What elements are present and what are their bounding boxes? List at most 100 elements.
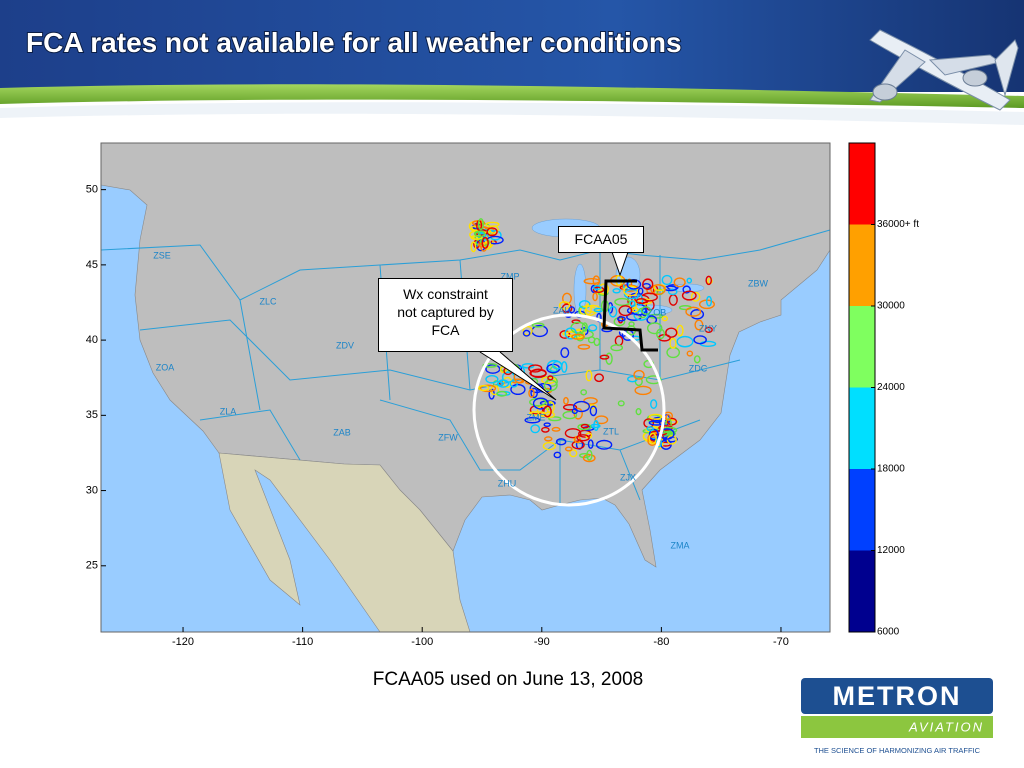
weather-cell: [551, 426, 561, 432]
weather-cell: [635, 407, 642, 416]
weather-cell: [681, 290, 697, 301]
weather-cell: [665, 413, 671, 421]
header-band: [0, 0, 1024, 92]
weather-cell: [646, 322, 663, 335]
weather-cell: [552, 360, 563, 370]
weather-cell: [571, 333, 585, 340]
weather-cell: [618, 305, 633, 317]
weather-cell: [572, 400, 591, 413]
center-label: ZDC: [689, 363, 708, 373]
header-wave: [0, 102, 1024, 125]
weather-cell: [586, 449, 593, 461]
y-tick-label: 25: [86, 560, 98, 572]
weather-cell: [599, 354, 610, 360]
colorbar-segment: [849, 143, 875, 225]
highlight-circle: [472, 313, 666, 507]
weather-cell: [592, 285, 602, 291]
weather-cell: [685, 306, 702, 317]
weather-cell: [705, 295, 713, 307]
logo-tagline: THE SCIENCE OF HARMONIZING AIR TRAFFIC: [814, 746, 981, 755]
weather-cell: [704, 326, 713, 333]
great-lakes: [531, 218, 705, 317]
weather-cell: [547, 375, 554, 381]
x-tick-label: -90: [534, 636, 550, 648]
weather-cell: [564, 327, 577, 340]
weather-cell: [577, 344, 591, 350]
weather-cell: [479, 238, 490, 247]
colorbar-tick-label: 6000: [877, 627, 900, 638]
weather-cell: [542, 441, 557, 451]
weather-cell: [486, 227, 498, 237]
x-tick-label: -70: [773, 636, 789, 648]
weather-cell: [553, 451, 562, 459]
center-label: ZLA: [220, 406, 237, 416]
weather-cell: [582, 453, 596, 463]
weather-cell: [592, 286, 605, 293]
weather-cell: [623, 285, 639, 297]
weather-cell: [661, 274, 673, 286]
center-label: ZOB: [648, 307, 667, 317]
weather-cell: [595, 439, 613, 450]
logo-band: [801, 716, 993, 738]
weather-cell: [686, 277, 693, 284]
center-label: ZDV: [336, 340, 354, 350]
weather-cell: [705, 275, 713, 286]
weather-cell: [555, 438, 567, 446]
weather-cell: [543, 422, 551, 428]
center-label: ZHU: [498, 478, 517, 488]
weather-cell: [676, 324, 684, 337]
center-label: ZNY: [699, 323, 717, 333]
weather-cell: [585, 369, 593, 382]
logo-sub: AVIATION: [908, 719, 984, 734]
logo-box: [801, 678, 993, 714]
x-tick-label: -110: [292, 636, 313, 648]
y-tick-label: 40: [86, 334, 98, 346]
weather-cell: [650, 399, 658, 409]
y-tick-label: 30: [86, 484, 98, 496]
colorbar: 6000 12000 18000 24000 30000 36000+ ft: [848, 142, 919, 638]
weather-cell: [594, 415, 609, 425]
weather-cell: [490, 385, 500, 396]
weather-cell: [485, 221, 500, 228]
weather-cell: [496, 390, 508, 397]
weather-cell: [562, 410, 578, 420]
colorbar-tick-label: 36000+ ft: [877, 219, 919, 230]
x-tick-label: -80: [653, 636, 669, 648]
weather-cell: [477, 218, 484, 231]
weather-cell: [693, 335, 707, 345]
weather-cell: [478, 384, 490, 392]
weather-cell: [669, 337, 677, 349]
callout-pointer: [479, 351, 557, 401]
weather-cell: [558, 301, 571, 310]
weather-cell: [682, 285, 691, 294]
x-tick-label: -120: [172, 636, 194, 648]
y-tick-label: 45: [86, 259, 98, 271]
weather-cell: [560, 347, 570, 358]
weather-cell: [584, 303, 592, 316]
weather-cell: [568, 306, 576, 314]
weather-cell: [479, 384, 497, 393]
weather-cell: [587, 439, 594, 449]
weather-cell: [596, 312, 602, 323]
weather-cell: [690, 291, 701, 302]
weather-cell: [592, 292, 598, 302]
weather-cell: [594, 373, 605, 383]
weather-cell: [694, 319, 704, 331]
weather-cell: [482, 363, 498, 368]
logo: METRON AVIATION THE SCIENCE OF HARMONIZI…: [801, 678, 993, 755]
weather-cell: [650, 284, 666, 295]
weather-cell: [579, 452, 591, 459]
weather-cell: [587, 404, 597, 410]
center-label: ZSE: [153, 250, 171, 260]
logo-name: METRON: [833, 681, 962, 711]
weather-cell: [496, 381, 505, 386]
weather-cell: [661, 315, 668, 322]
weather-cell: [548, 416, 562, 422]
y-tick-label: 35: [86, 409, 98, 421]
weather-cell: [564, 428, 582, 439]
weather-cell: [521, 363, 535, 369]
weather-cell: [564, 446, 573, 452]
weather-cell: [666, 417, 678, 426]
weather-cell: [673, 277, 686, 288]
